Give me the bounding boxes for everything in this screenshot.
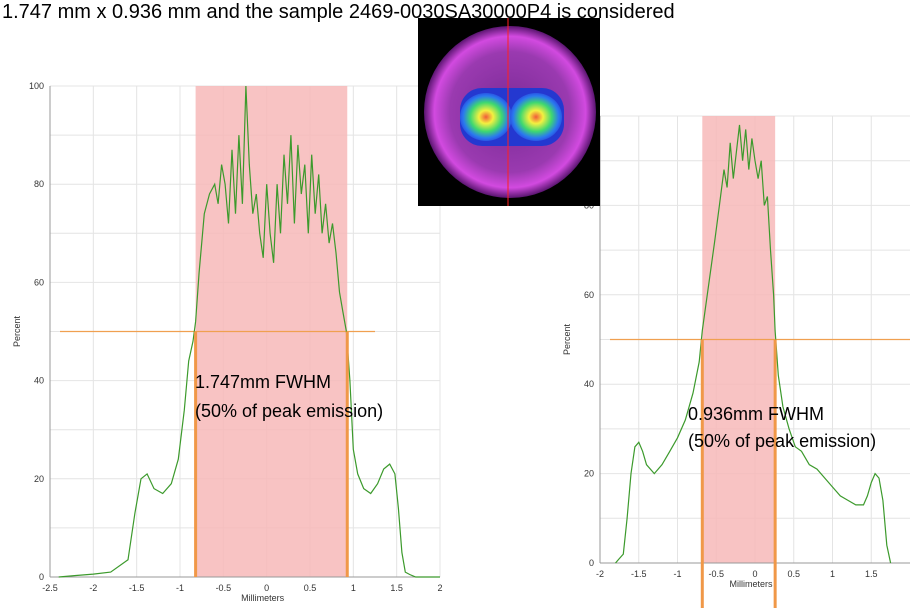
left-fwhm-annotation-line2: (50% of peak emission) [195,401,383,421]
right-x-tick-label: 1.5 [865,569,878,579]
right-y-tick-label: 0 [589,558,594,568]
right-y-axis-label: Percent [562,323,572,355]
beam-lobe-left [460,93,512,141]
right-x-tick-label: -1 [673,569,681,579]
right-y-tick-label: 40 [584,379,594,389]
left-x-ticks: -2.5 -2 -1.5 -1 -0.5 0 0.5 1 1.5 2 [42,583,442,593]
right-x-tick-label: 0.5 [787,569,800,579]
right-x-tick-label: -1.5 [631,569,647,579]
left-x-axis-label: Millimeters [241,593,285,603]
left-x-tick-label: 0 [264,583,269,593]
left-x-tick-label: -1 [176,583,184,593]
right-fwhm-annotation-line1: 0.936mm FWHM [688,404,824,424]
right-fwhm-annotation-line2: (50% of peak emission) [688,431,876,451]
right-x-tick-label: 0 [752,569,757,579]
left-y-ticks: 0 20 40 60 80 100 [29,81,44,582]
right-series-line [615,124,892,564]
left-y-tick-label: 60 [34,277,44,287]
left-y-tick-label: 100 [29,81,44,91]
right-y-tick-label: 20 [584,469,594,479]
left-x-tick-label: -1.5 [129,583,145,593]
left-y-tick-label: 0 [39,572,44,582]
right-x-axis-label: Millimeters [729,579,773,589]
right-y-tick-label: 60 [584,290,594,300]
right-x-tick-label: 1 [830,569,835,579]
left-y-tick-label: 40 [34,376,44,386]
left-series-line [58,85,440,578]
left-x-tick-label: -2.5 [42,583,58,593]
left-y-axis-label: Percent [12,315,22,347]
right-x-tick-label: -2 [596,569,604,579]
left-x-tick-label: 1 [351,583,356,593]
left-y-tick-label: 20 [34,474,44,484]
left-x-tick-label: 2 [437,583,442,593]
left-x-tick-label: 1.5 [390,583,403,593]
right-x-tick-label: -0.5 [708,569,724,579]
header-caption: 1.747 mm x 0.936 mm and the sample 2469-… [2,1,675,23]
beam-lobe-right [510,93,562,141]
left-x-tick-label: -0.5 [216,583,232,593]
left-profile-chart: -2.5 -2 -1.5 -1 -0.5 0 0.5 1 1.5 2 0 20 40 60 80 100 M… [12,81,443,603]
left-fwhm-annotation-line1: 1.747mm FWHM [195,372,331,392]
left-x-tick-label: -2 [89,583,97,593]
right-x-ticks: -2 -1.5 -1 -0.5 0 0.5 1 1.5 [596,569,878,579]
left-y-tick-label: 80 [34,179,44,189]
left-x-tick-label: 0.5 [304,583,317,593]
beam-profile-image [418,18,600,206]
